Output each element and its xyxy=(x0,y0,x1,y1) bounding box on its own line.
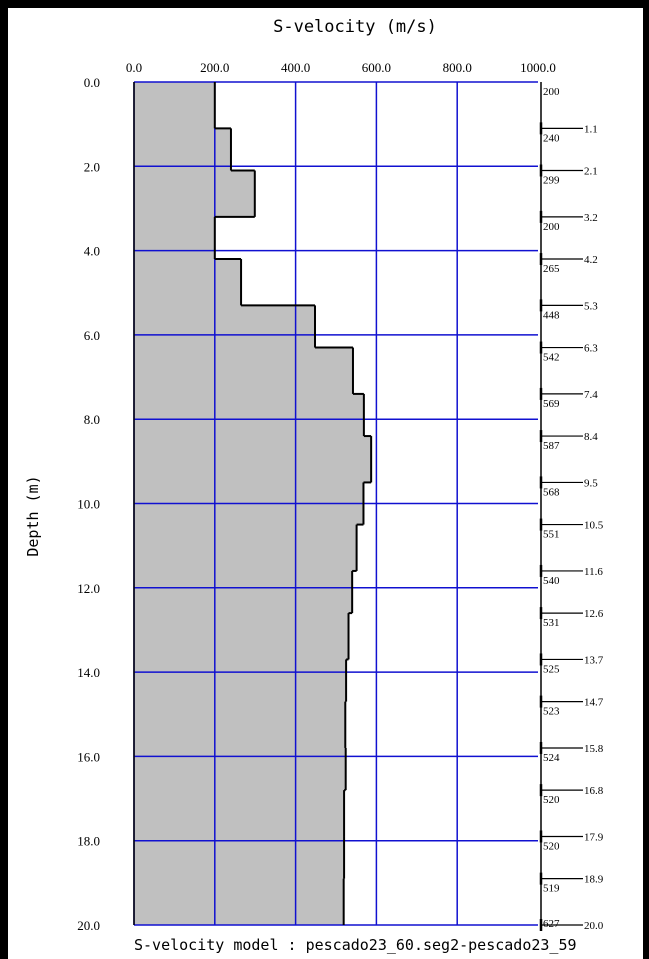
velocity-profile-outline xyxy=(133,82,373,925)
x-tick-label-4: 800.0 xyxy=(443,60,472,75)
layer-depth-label-0: 1.1 xyxy=(584,123,598,135)
layer-depth-label-1: 2.1 xyxy=(584,166,598,178)
layer-velocity-label-16: 520 xyxy=(543,794,560,806)
layer-depth-label-8: 9.5 xyxy=(584,477,598,489)
layer-velocity-label-11: 540 xyxy=(543,575,560,587)
y-tick-label-1: 2.0 xyxy=(84,159,100,174)
y-tick-label-10: 20.0 xyxy=(77,918,100,933)
x-tick-label-2: 400.0 xyxy=(281,60,310,75)
y-tick-label-4: 8.0 xyxy=(84,412,100,427)
y-tick-label-8: 16.0 xyxy=(77,749,100,764)
x-axis-ticks: 0.0 200.0 400.0 600.0 800.0 1000.0 xyxy=(126,60,556,75)
layer-velocity-label-17: 520 xyxy=(543,840,560,852)
layer-velocity-label-7: 569 xyxy=(543,398,560,410)
layer-boundary-legend: 200 1.1 240 2.1 299 3.2 200 4.2 265 5.3 448 6.3 542 7… xyxy=(539,82,604,932)
chart-footer: S-velocity model : pescado23_60.seg2-pes… xyxy=(134,936,577,954)
layer-velocity-label-8: 587 xyxy=(543,440,560,452)
layer-velocity-label-6: 542 xyxy=(543,352,560,364)
layer-velocity-label-12: 531 xyxy=(543,617,560,629)
layer-depth-label-5: 6.3 xyxy=(584,343,598,355)
layer-depth-label-18: 20.0 xyxy=(584,920,604,932)
x-tick-label-0: 0.0 xyxy=(126,60,142,75)
layer-velocity-label-10: 551 xyxy=(543,529,560,541)
y-axis-ticks: 0.0 2.0 4.0 6.0 8.0 10.0 12.0 14.0 16.0 18.0 20.0 xyxy=(77,75,100,933)
layer-depth-label-11: 12.6 xyxy=(584,608,604,620)
chart-title: S-velocity (m/s) xyxy=(273,17,437,37)
y-tick-label-2: 4.0 xyxy=(84,244,100,259)
y-tick-label-3: 6.0 xyxy=(84,328,100,343)
frame-border-left xyxy=(0,0,8,959)
layer-depth-label-17: 18.9 xyxy=(584,874,604,886)
y-tick-label-0: 0.0 xyxy=(84,75,100,90)
y-tick-label-9: 18.0 xyxy=(77,834,100,849)
layer-velocity-label-15: 524 xyxy=(543,752,560,764)
layer-velocity-label-14: 523 xyxy=(543,706,560,718)
layer-depth-label-7: 8.4 xyxy=(584,431,598,443)
layer-velocity-label-9: 568 xyxy=(543,486,560,498)
frame-border-right xyxy=(643,0,649,959)
layer-velocity-label-1: 240 xyxy=(543,132,560,144)
y-tick-label-7: 14.0 xyxy=(77,665,100,680)
layer-depth-label-6: 7.4 xyxy=(584,389,598,401)
layer-depth-label-13: 14.7 xyxy=(584,697,604,709)
layer-velocity-label-2: 299 xyxy=(543,175,560,187)
y-axis-label: Depth (m) xyxy=(24,475,42,556)
layer-velocity-label-4: 265 xyxy=(543,263,560,275)
halfspace-velocity-label: 627 xyxy=(543,918,560,930)
layer-velocity-label-18: 519 xyxy=(543,883,560,895)
layer-depth-label-15: 16.8 xyxy=(584,785,604,797)
y-tick-label-6: 12.0 xyxy=(77,581,100,596)
x-tick-label-3: 600.0 xyxy=(362,60,391,75)
layer-depth-label-16: 17.9 xyxy=(584,831,604,843)
layer-velocity-label-0: 200 xyxy=(543,86,560,98)
layer-depth-label-4: 5.3 xyxy=(584,300,598,312)
x-tick-label-5: 1000.0 xyxy=(520,60,556,75)
layer-depth-label-3: 4.2 xyxy=(584,254,598,266)
layer-depth-label-2: 3.2 xyxy=(584,212,598,224)
layer-velocity-label-3: 200 xyxy=(543,221,560,233)
y-tick-label-5: 10.0 xyxy=(77,497,100,512)
layer-depth-label-12: 13.7 xyxy=(584,654,604,666)
layer-depth-label-9: 10.5 xyxy=(584,520,604,532)
layer-depth-label-10: 11.6 xyxy=(584,566,603,578)
layer-velocity-label-13: 525 xyxy=(543,663,560,675)
layer-velocity-label-5: 448 xyxy=(543,309,560,321)
frame-border-top xyxy=(0,0,649,8)
layer-depth-label-14: 15.8 xyxy=(584,743,604,755)
x-tick-label-1: 200.0 xyxy=(200,60,229,75)
